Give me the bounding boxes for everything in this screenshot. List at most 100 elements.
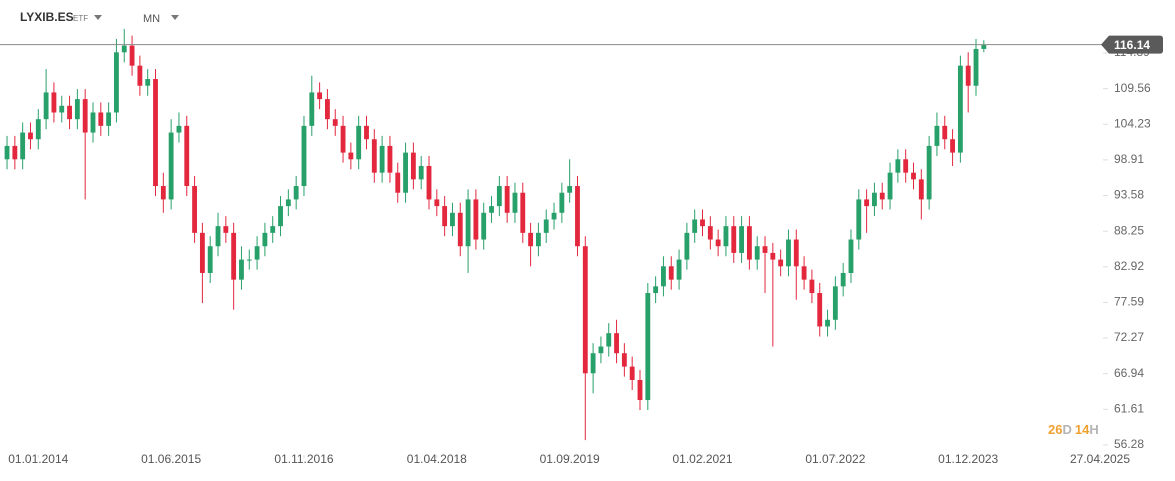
- interval[interactable]: MN: [143, 13, 160, 25]
- candle-body: [371, 139, 377, 173]
- instrument-tag: ETF: [73, 14, 88, 23]
- countdown-day-unit: D: [1062, 422, 1071, 437]
- candle-body: [957, 65, 963, 153]
- candle-body: [676, 259, 682, 280]
- candle-body: [301, 125, 307, 187]
- candle-body: [614, 333, 619, 354]
- y-tick-label: 61.61: [1114, 401, 1144, 415]
- candle-body: [153, 79, 158, 187]
- candle-body: [340, 125, 346, 153]
- candle-body: [942, 125, 948, 140]
- candle-body: [911, 172, 916, 180]
- candle-body: [786, 239, 791, 267]
- candle-body: [223, 226, 229, 233]
- candle-body: [450, 212, 455, 227]
- candle-body: [817, 293, 823, 327]
- y-tick-label: 56.28: [1114, 437, 1144, 451]
- candle-body: [356, 125, 362, 160]
- candle-body: [684, 232, 690, 260]
- candle-body: [379, 145, 385, 173]
- y-tick-label: 66.94: [1114, 366, 1144, 380]
- countdown-hour-unit: H: [1089, 422, 1098, 437]
- candle-body: [864, 199, 870, 207]
- candle-body: [74, 99, 80, 120]
- candle-body: [324, 99, 330, 120]
- last-price-tag: [1101, 35, 1163, 54]
- candle-body: [981, 44, 987, 49]
- y-tick-label: 77.59: [1114, 295, 1144, 309]
- candle-body: [4, 145, 10, 160]
- candle-body: [707, 226, 713, 240]
- candle-body: [590, 353, 596, 374]
- candle-body: [20, 132, 26, 160]
- candle-body: [215, 226, 221, 247]
- candle-body: [496, 186, 502, 207]
- candle-body: [293, 186, 299, 200]
- candle-body: [262, 232, 268, 247]
- candle-body: [59, 105, 65, 113]
- candle-body: [668, 266, 674, 280]
- candle-body: [731, 226, 737, 253]
- y-tick-label: 104.23: [1114, 116, 1151, 130]
- candle-body: [43, 92, 49, 120]
- candle-body: [199, 232, 205, 273]
- candle-body: [28, 132, 33, 140]
- candle-body: [90, 112, 96, 133]
- candle-body: [778, 259, 784, 267]
- candle-body: [895, 159, 901, 173]
- candle-body: [692, 219, 698, 233]
- candle-body: [395, 172, 401, 193]
- candle-body: [606, 333, 612, 347]
- countdown-days: 26: [1048, 422, 1062, 437]
- candle-body: [246, 259, 252, 261]
- candle-body: [832, 286, 838, 320]
- y-tick-label: 82.92: [1114, 259, 1144, 273]
- x-tick-label: 01.11.2016: [274, 452, 333, 466]
- candle-body: [793, 239, 799, 267]
- candle-body: [801, 266, 807, 280]
- candle-body: [129, 45, 135, 66]
- candle-body: [145, 79, 151, 86]
- candle-body: [762, 246, 768, 253]
- candle-body: [528, 232, 534, 247]
- candle-body: [856, 199, 862, 240]
- plot-area: 56.28 61.61 66.94 72.27 77.59 82.92 88.25 93.58…: [0, 28, 1163, 466]
- symbol[interactable]: LYXIB.ES: [20, 10, 74, 24]
- x-tick-label: 01.12.2023: [938, 452, 998, 466]
- candle-body: [598, 346, 604, 354]
- candle-body: [239, 259, 244, 280]
- candle-body: [364, 125, 369, 140]
- candle-body: [332, 119, 338, 126]
- candle-body: [114, 52, 119, 113]
- candle-body: [184, 125, 190, 187]
- candle-body: [504, 186, 510, 213]
- candle-body: [879, 192, 885, 200]
- candle-body: [82, 99, 88, 133]
- y-tick-label: 109.56: [1114, 81, 1151, 95]
- candle-body: [934, 125, 940, 146]
- candle-body: [403, 152, 408, 193]
- candle-body: [317, 92, 323, 100]
- candle-body: [176, 125, 182, 133]
- header: LYXIB.ES ETF MN: [20, 10, 179, 25]
- candle-body: [457, 212, 463, 247]
- candle-body: [551, 212, 557, 220]
- candle-body: [825, 319, 830, 327]
- interval-dropdown[interactable]: [171, 15, 179, 20]
- candle-body: [473, 199, 479, 240]
- candle-body: [629, 366, 635, 380]
- candle-body: [621, 353, 627, 367]
- candle-body: [848, 239, 854, 273]
- candle-body: [973, 48, 979, 86]
- candle-body: [645, 293, 651, 401]
- last-price-label: 116.14: [1114, 38, 1150, 52]
- candle-body: [442, 206, 448, 227]
- candle-body: [254, 246, 260, 260]
- candle-body: [309, 92, 315, 126]
- symbol-dropdown[interactable]: [94, 15, 102, 20]
- candle-body: [434, 199, 440, 207]
- candle-body: [192, 186, 197, 233]
- x-tick-label: 01.04.2018: [407, 452, 467, 466]
- candle-body: [535, 232, 541, 247]
- candle-body: [715, 239, 721, 247]
